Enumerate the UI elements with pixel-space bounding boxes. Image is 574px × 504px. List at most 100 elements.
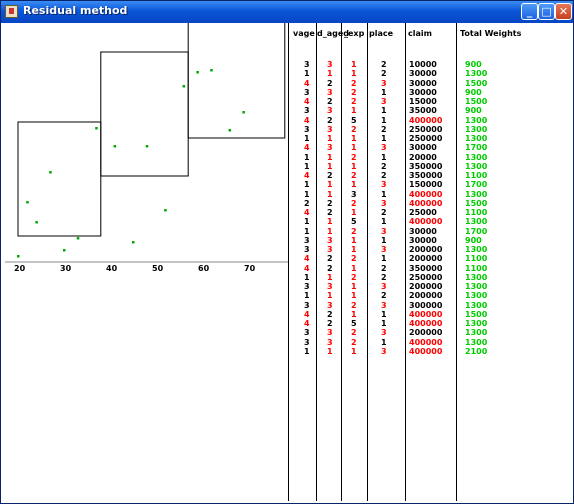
d-aged-cell: 1 [327,189,333,199]
claim-cell: 400000 [409,346,443,356]
place-cell: 1 [381,134,387,143]
d-aged-cell: 1 [327,272,333,282]
exp-cell: 2 [351,124,357,134]
data-point [26,201,29,204]
place-cell: 3 [381,198,387,208]
place-cell: 3 [381,328,387,338]
data-point [35,221,38,224]
d-aged-cell: 3 [327,124,333,134]
total-weight-cell: 1300 [465,217,488,227]
column-claim: 10000 30000 30000 30000 15000 35000 400000 2500… [409,60,442,356]
close-icon: ✕ [558,5,569,18]
total-weight-cell: 1700 [465,143,488,153]
place-cell: 1 [381,87,387,97]
place-cell: 1 [381,235,387,245]
total-weight-cell: 1300 [465,328,488,338]
total-weight-cell: 1300 [465,291,488,301]
vage-cell: 4 [304,115,310,125]
data-point [95,127,98,130]
total-weight-cell: 1500 [465,97,488,106]
exp-cell: 2 [351,337,357,347]
place-cell: 3 [381,78,387,88]
minimize-button[interactable]: _ [521,3,538,20]
claim-cell: 250000 [409,134,443,143]
total-weight-cell: 1300 [465,189,488,199]
vage-cell: 1 [304,134,310,143]
data-point [63,249,66,252]
data-point [228,129,232,132]
exp-cell: 1 [351,346,357,356]
place-cell: 3 [381,180,387,190]
header-total-weights: Total Weights [460,29,522,38]
column-divider [367,23,368,501]
total-weight-cell: 1300 [465,245,488,254]
claim-cell: 250000 [409,272,443,282]
exp-cell: 1 [351,161,357,171]
total-weight-cell: 1300 [465,152,488,162]
exp-cell: 1 [351,60,357,69]
claim-cell: 30000 [409,143,437,153]
close-button[interactable]: ✕ [555,3,572,20]
place-cell: 1 [381,319,387,328]
vage-cell: 1 [304,180,310,190]
vage-cell: 1 [304,69,310,79]
vage-cell: 1 [304,152,310,162]
header-claim: claim [408,29,432,38]
vage-cell: 4 [304,319,310,328]
data-point [145,145,149,148]
header-exp: _exp [344,29,365,38]
column-divider [456,23,457,501]
claim-cell: 350000 [409,171,443,180]
partition-box [100,51,189,177]
total-weight-cell: 1700 [465,180,488,190]
claim-cell: 400000 [409,198,443,208]
data-point [242,111,245,114]
x-tick-label: 40 [106,264,118,273]
place-cell: 2 [381,124,387,134]
vage-cell: 1 [304,217,310,227]
d-aged-cell: 3 [327,245,333,254]
exp-cell: 1 [351,309,357,319]
data-point [113,145,117,148]
exp-cell: 3 [351,189,357,199]
total-weight-cell: 1100 [465,263,488,273]
claim-cell: 30000 [409,87,437,97]
place-cell: 1 [381,337,387,347]
total-weight-cell: 1300 [465,300,488,310]
vage-cell: 1 [304,291,310,301]
d-aged-cell: 3 [327,300,333,310]
vage-cell: 3 [304,300,310,310]
total-weight-cell: 1300 [465,161,488,171]
d-aged-cell: 2 [327,208,333,217]
vage-cell: 4 [304,208,310,217]
d-aged-cell: 3 [327,106,333,116]
claim-cell: 30000 [409,226,437,236]
title-bar[interactable]: Residual method _ □ ✕ [1,1,573,23]
vage-cell: 1 [304,189,310,199]
total-weight-cell: 1300 [465,124,488,134]
x-tick-label: 30 [60,264,72,273]
total-weight-cell: 1300 [465,319,488,328]
maximize-button[interactable]: □ [538,3,555,20]
claim-cell: 200000 [409,282,443,291]
claim-cell: 200000 [409,254,443,264]
exp-cell: 1 [351,245,357,254]
partition-box [17,121,102,237]
d-aged-cell: 2 [327,309,333,319]
x-tick-label: 60 [198,264,210,273]
total-weight-cell: 1300 [465,272,488,282]
d-aged-cell: 2 [327,115,333,125]
vage-cell: 3 [304,282,310,291]
total-weight-cell: 900 [465,106,482,116]
exp-cell: 2 [351,87,357,97]
place-cell: 1 [381,152,387,162]
total-weight-cell: 2100 [465,346,488,356]
place-cell: 2 [381,161,387,171]
place-cell: 1 [381,217,387,227]
place-cell: 3 [381,346,387,356]
place-cell: 2 [381,60,387,69]
place-cell: 1 [381,254,387,264]
claim-cell: 15000 [409,97,437,106]
